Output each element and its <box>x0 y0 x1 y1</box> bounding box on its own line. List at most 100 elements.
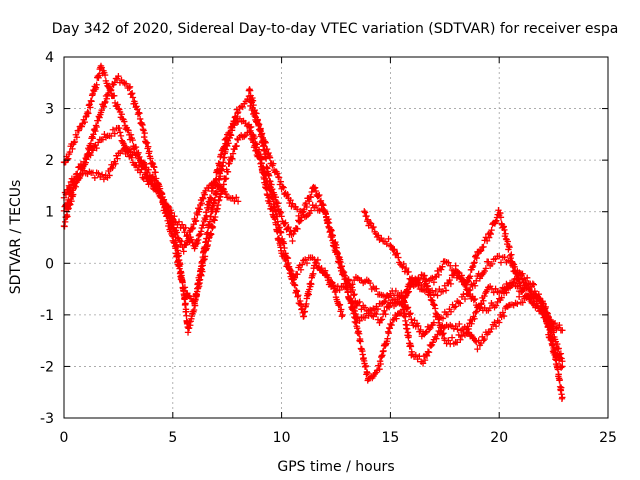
data-point <box>473 277 480 284</box>
data-point <box>325 274 332 282</box>
data-point <box>439 263 446 270</box>
data-point <box>554 366 562 373</box>
data-point <box>519 299 526 306</box>
data-point <box>229 155 236 162</box>
data-point <box>175 218 183 225</box>
data-point <box>202 216 209 223</box>
data-point <box>471 315 478 322</box>
data-point <box>403 325 411 333</box>
data-point <box>307 207 315 214</box>
data-point <box>336 286 343 294</box>
data-point <box>377 360 384 368</box>
data-point <box>206 199 213 207</box>
data-point <box>106 172 113 179</box>
data-point <box>273 198 280 206</box>
data-point <box>385 292 392 300</box>
data-point <box>361 208 368 215</box>
data-point <box>93 123 100 131</box>
data-point <box>514 283 521 290</box>
data-point <box>430 319 438 326</box>
data-point <box>445 337 452 344</box>
data-point <box>364 369 371 377</box>
data-point <box>133 103 140 110</box>
data-point <box>303 259 311 267</box>
data-point <box>121 118 128 125</box>
data-point <box>374 305 382 313</box>
data-point <box>488 325 495 333</box>
data-point <box>87 152 94 159</box>
data-point <box>295 292 302 299</box>
data-point <box>481 335 488 343</box>
data-point <box>406 311 413 318</box>
data-point <box>285 263 292 271</box>
data-point <box>82 154 89 162</box>
data-point <box>463 286 470 293</box>
data-point <box>427 292 434 299</box>
data-point <box>434 292 441 299</box>
data-point <box>215 183 222 190</box>
data-point <box>181 284 189 291</box>
data-point <box>134 106 141 113</box>
data-point <box>80 162 87 169</box>
data-point <box>101 71 109 79</box>
data-point <box>542 315 549 323</box>
data-point <box>456 273 463 281</box>
data-point <box>247 123 255 131</box>
data-point <box>109 164 116 172</box>
data-point <box>176 261 184 268</box>
data-point <box>472 309 479 317</box>
data-point <box>282 219 289 226</box>
data-point <box>120 145 128 153</box>
data-point <box>128 154 135 161</box>
data-point <box>349 303 356 311</box>
data-point <box>474 345 481 353</box>
data-point <box>337 264 344 271</box>
data-point <box>500 312 508 320</box>
data-point <box>319 200 326 208</box>
data-point <box>485 258 492 266</box>
data-point <box>203 212 210 220</box>
data-point <box>95 72 103 79</box>
data-point <box>385 235 392 243</box>
data-point <box>452 267 459 275</box>
data-point <box>520 286 527 294</box>
y-tick-label: 0 <box>45 256 54 272</box>
data-point <box>194 236 202 244</box>
data-point <box>370 223 377 231</box>
data-point <box>65 182 73 189</box>
x-tick-label: 15 <box>381 430 399 446</box>
data-point <box>252 140 259 147</box>
data-point <box>200 195 207 202</box>
data-point <box>197 228 205 235</box>
data-point <box>339 267 346 275</box>
data-point <box>404 304 412 311</box>
data-point <box>366 279 374 287</box>
data-point <box>285 265 293 272</box>
data-point <box>198 272 205 279</box>
data-point <box>212 177 219 184</box>
data-point <box>439 315 447 322</box>
data-point <box>528 294 536 301</box>
data-point <box>117 132 125 140</box>
data-point <box>229 150 237 157</box>
data-point <box>303 203 310 211</box>
data-point <box>116 124 123 132</box>
data-point <box>135 155 142 162</box>
data-point <box>126 83 134 90</box>
data-point <box>473 308 480 315</box>
data-point <box>250 101 257 109</box>
data-point <box>100 175 108 183</box>
data-point <box>277 229 285 236</box>
data-point <box>173 243 181 251</box>
data-point <box>75 164 82 171</box>
data-point <box>506 244 513 251</box>
data-point <box>471 282 479 289</box>
data-point <box>234 198 242 205</box>
data-point <box>65 196 72 204</box>
data-point <box>550 329 557 336</box>
data-point <box>266 198 274 205</box>
data-point <box>287 196 294 204</box>
data-point <box>207 231 215 238</box>
data-point <box>274 170 281 177</box>
data-point <box>280 184 287 191</box>
